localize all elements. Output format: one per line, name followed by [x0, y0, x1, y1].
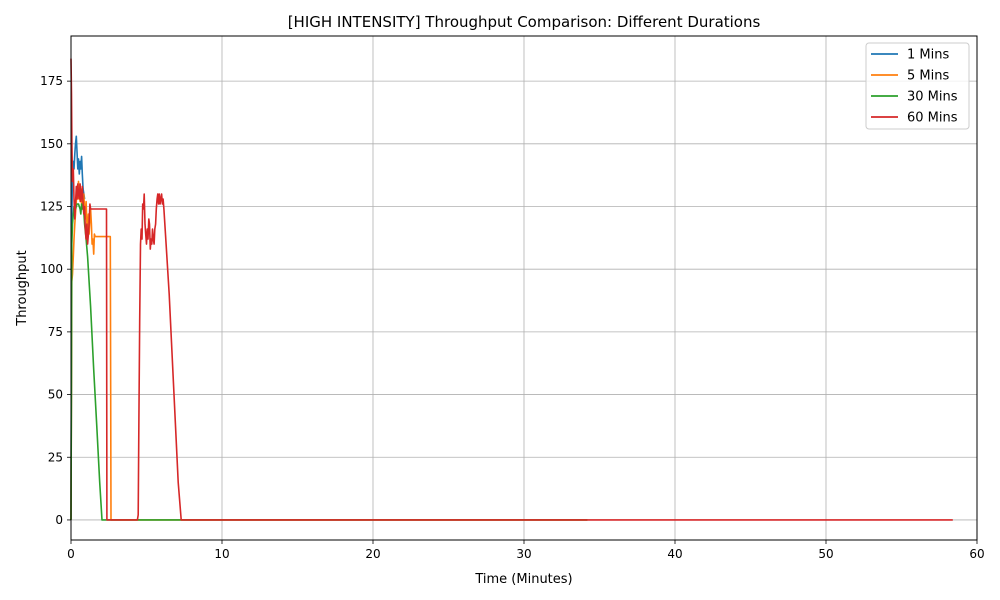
x-axis-ticks: 0 10 20 30 40 50 60 — [67, 540, 985, 561]
grid-lines — [70, 36, 978, 540]
y-tick-label: 125 — [40, 200, 63, 214]
legend-box — [865, 42, 970, 130]
legend-label: 5 Mins — [907, 69, 949, 84]
series-line-60-mins — [70, 58, 953, 521]
y-axis-label: Throughput — [15, 250, 30, 327]
y-tick-label: 150 — [40, 137, 63, 151]
y-axis-ticks: 0 25 50 75 100 125 150 175 — [40, 74, 71, 527]
x-tick-label: 30 — [516, 547, 531, 561]
y-tick-label: 50 — [48, 388, 63, 402]
x-tick-label: 40 — [667, 547, 682, 561]
x-tick-label: 50 — [818, 547, 833, 561]
x-tick-label: 10 — [214, 547, 229, 561]
legend-label: 1 Mins — [907, 48, 949, 63]
x-axis-label: Time (Minutes) — [474, 572, 572, 587]
legend-label: 60 Mins — [907, 111, 958, 126]
y-tick-label: 0 — [55, 513, 63, 527]
series-lines — [70, 58, 953, 521]
legend: 1 Mins 5 Mins 30 Mins 60 Mins — [865, 42, 970, 130]
chart-title: [HIGH INTENSITY] Throughput Comparison: … — [288, 13, 761, 31]
y-tick-label: 75 — [48, 325, 63, 339]
x-tick-label: 0 — [67, 547, 75, 561]
legend-label: 30 Mins — [907, 90, 958, 105]
x-tick-label: 20 — [365, 547, 380, 561]
y-tick-label: 175 — [40, 74, 63, 88]
y-tick-label: 100 — [40, 262, 63, 276]
x-tick-label: 60 — [969, 547, 984, 561]
y-tick-label: 25 — [48, 450, 63, 464]
series-line-1-mins — [70, 135, 86, 520]
